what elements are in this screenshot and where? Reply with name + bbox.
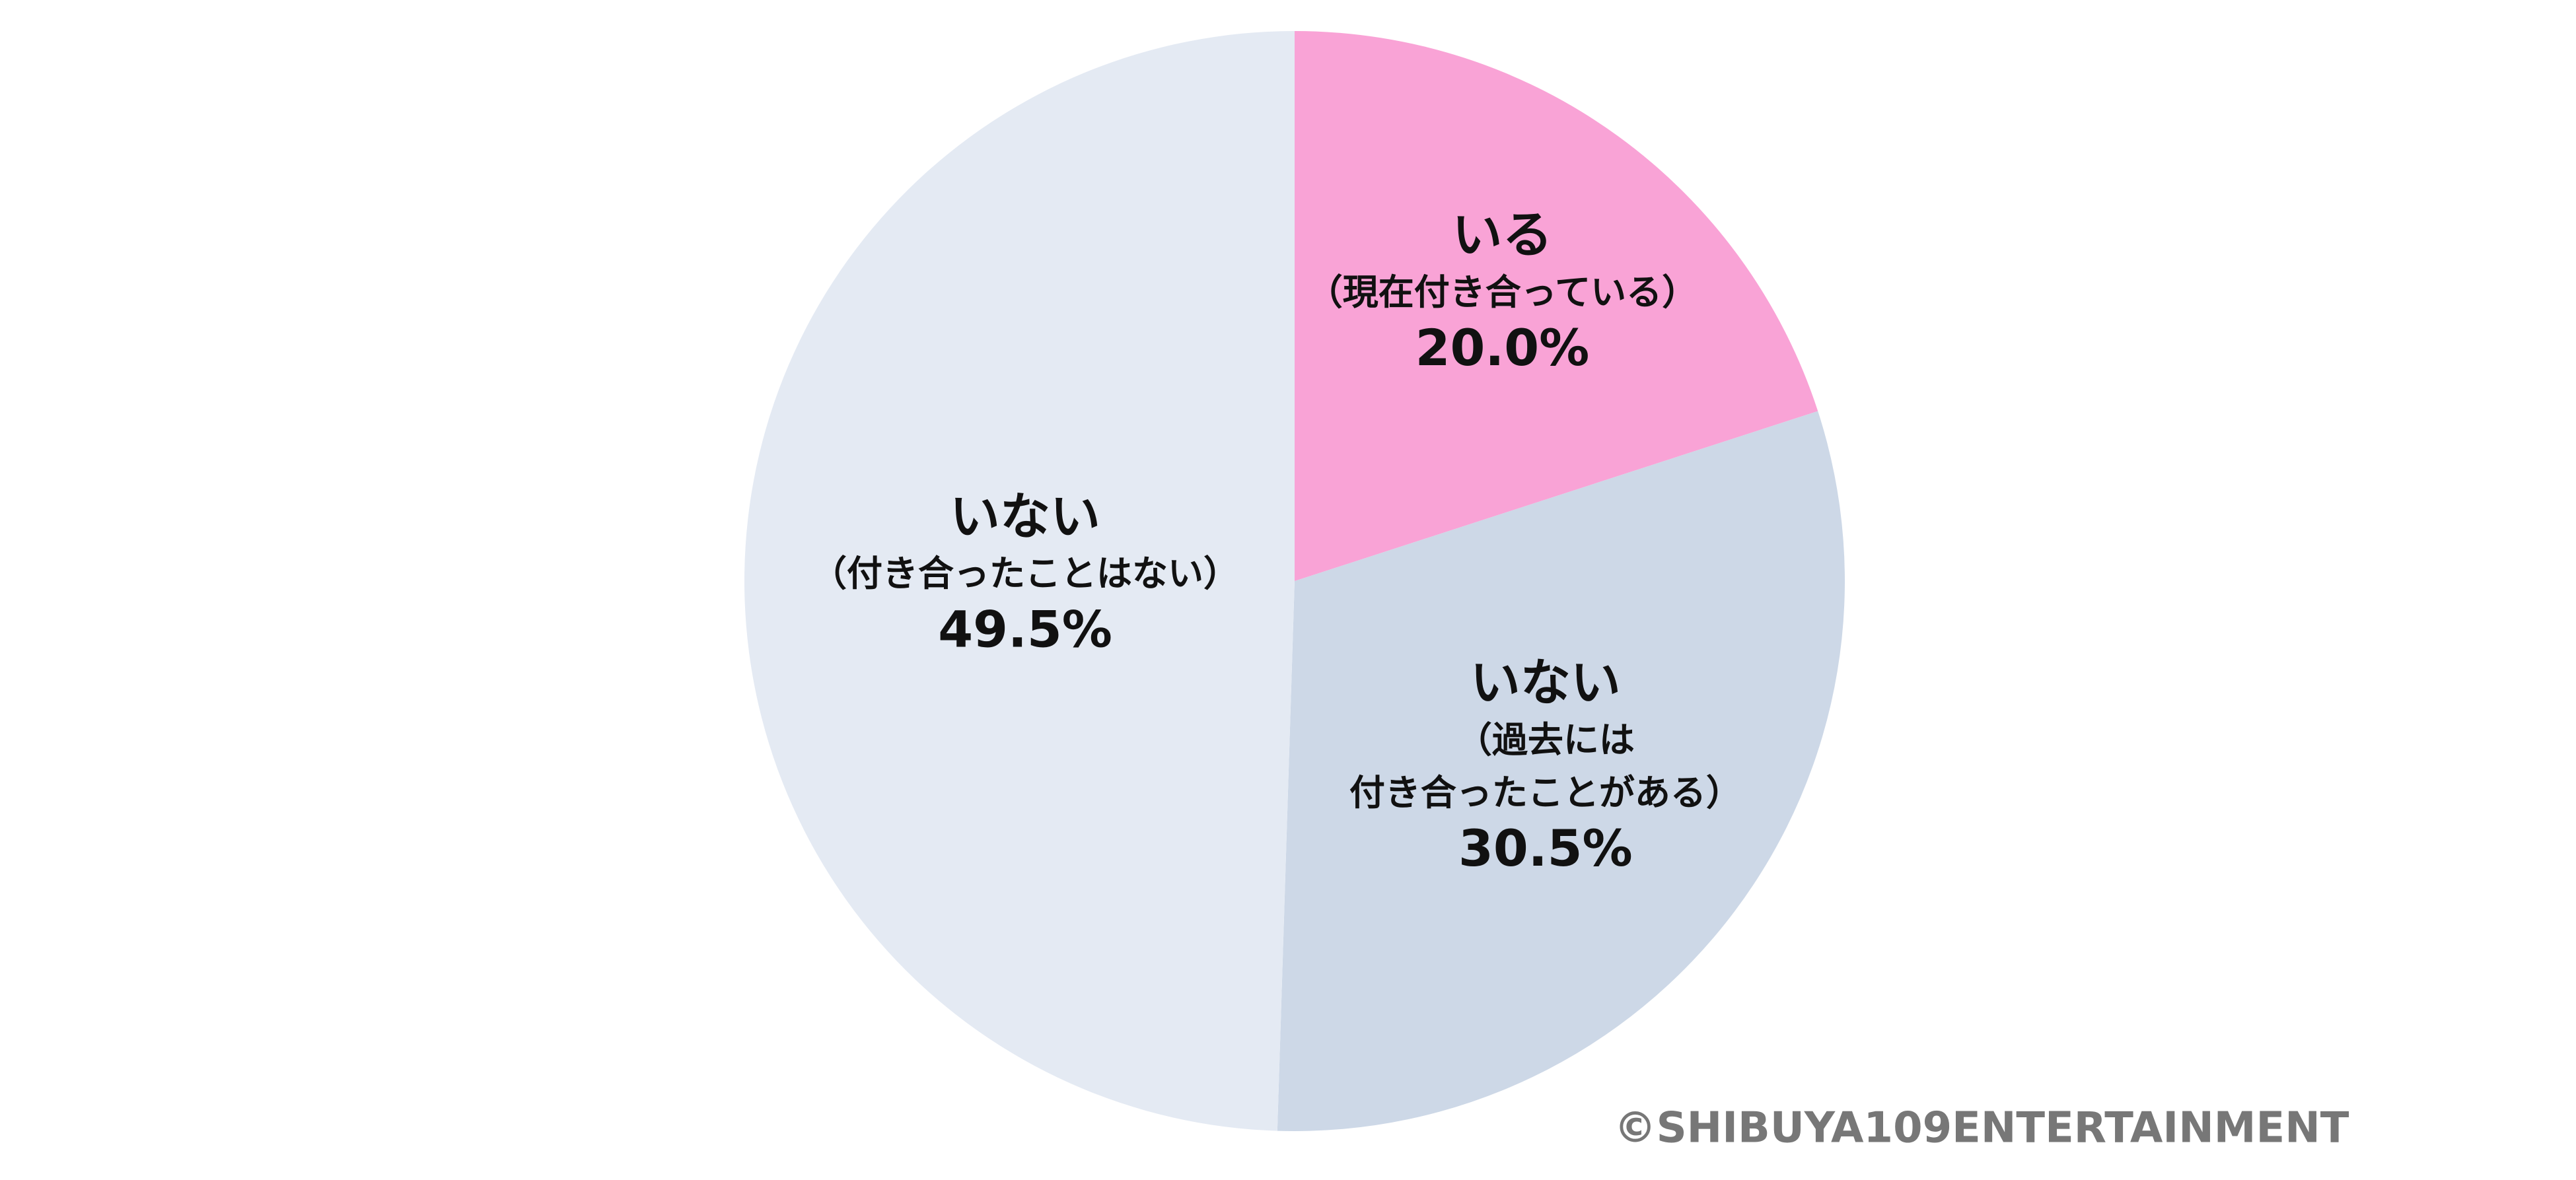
slice — [744, 31, 1295, 1131]
slice-sublabel: （現在付き合っている） — [1307, 271, 1698, 313]
credit: ©SHIBUYA109ENTERTAINMENT — [1614, 1104, 2349, 1153]
slice — [1295, 31, 1818, 581]
slice-label: いない — [950, 487, 1100, 546]
slice-sublabel: （付き合ったことはない） — [811, 553, 1239, 594]
slice-label: いる — [1452, 205, 1552, 264]
slice-label: いない — [1470, 653, 1621, 712]
slice-sublabel: （過去には — [1456, 719, 1635, 761]
slice-sublabel: 付き合ったことがある） — [1349, 772, 1742, 814]
pie — [744, 31, 1845, 1131]
value-label: 49.5% — [938, 600, 1112, 659]
value-label: 30.5% — [1458, 819, 1633, 878]
value-label: 20.0% — [1415, 318, 1590, 377]
slice — [1277, 411, 1845, 1131]
